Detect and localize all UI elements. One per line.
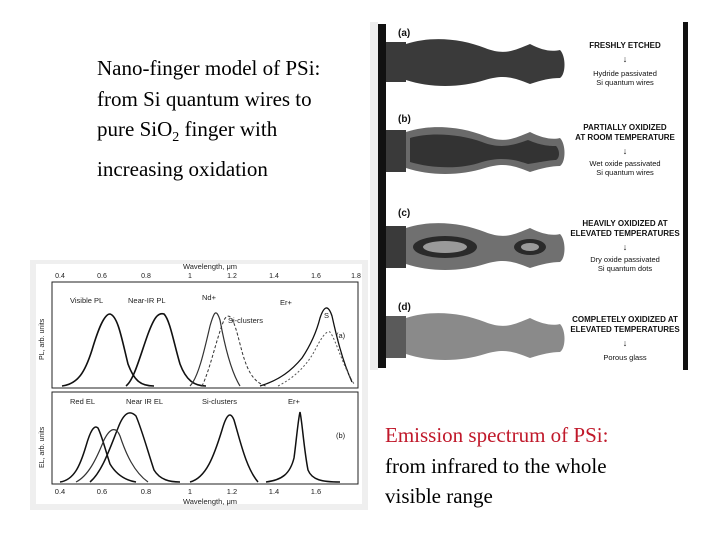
tick-label: 0.8 [141, 273, 151, 280]
tick-label: 0.4 [55, 273, 65, 280]
panel-title: ELEVATED TEMPERATURES [570, 325, 680, 334]
panel-letter: (b) [398, 114, 411, 125]
caption-line: from infrared to the whole [385, 453, 607, 478]
oxidation-caption: Nano-finger model of PSi: from Si quantu… [97, 53, 377, 184]
panel-letter: (c) [398, 208, 410, 219]
axis-title: Wavelength, μm [183, 497, 237, 506]
curve-label: Red EL [70, 397, 95, 406]
curve-label: Er+ [288, 397, 301, 406]
curve-label: Si-clusters [202, 397, 237, 406]
panel-desc: Si quantum wires [596, 78, 654, 87]
panel-tag: (b) [336, 431, 346, 440]
panel-title: ELEVATED TEMPERATURES [570, 229, 680, 238]
caption-line: Nano-finger model of PSi: [97, 56, 321, 80]
arrow-icon: ↓ [623, 146, 628, 156]
curve-label: Si-clusters [228, 316, 263, 325]
emission-spectra-figure: 0.4 0.6 0.8 1 1.2 1.4 1.6 1.8 Wavelength… [30, 260, 368, 510]
nanofinger-figure: (a) FRESHLY ETCHED ↓ Hydride passivated … [370, 22, 688, 370]
panel-tag: (a) [336, 331, 346, 340]
red-el-curve [59, 426, 137, 483]
y-axis-label: EL, arb. units [39, 426, 46, 468]
panel-a: (a) FRESHLY ETCHED ↓ Hydride passivated … [386, 28, 661, 87]
caption-line: visible range [385, 484, 493, 508]
panel-c: (c) HEAVILY OXIDIZED AT ELEVATED TEMPERA… [386, 208, 680, 273]
panel-desc: Hydride passivated [593, 69, 657, 78]
tick-label: 1.2 [227, 487, 237, 496]
tick-label: 0.4 [55, 487, 65, 496]
si-clusters-curve [201, 315, 267, 387]
el-extra-curve [75, 429, 149, 483]
tick-label: 1.6 [311, 487, 321, 496]
caption-line: pure SiO2 finger with [97, 117, 278, 146]
panel-title: COMPLETELY OXIDIZED AT [572, 315, 678, 324]
panel-title: PARTIALLY OXIDIZED [583, 123, 667, 132]
panel-title: AT ROOM TEMPERATURE [575, 133, 675, 142]
panel-letter: (d) [398, 302, 411, 313]
arrow-icon: ↓ [623, 54, 628, 64]
tick-label: 1 [188, 487, 192, 496]
er-curve [259, 307, 353, 387]
caption-line: Emission spectrum of PSi: [385, 423, 609, 447]
panel-title: FRESHLY ETCHED [589, 41, 661, 50]
caption-line: from Si quantum wires to [97, 86, 312, 111]
tick-label: 0.6 [97, 273, 107, 280]
s-curve [277, 331, 355, 387]
panel-title: HEAVILY OXIDIZED AT [582, 219, 667, 228]
tick-label: 1 [188, 273, 192, 280]
near-ir-pl-curve [125, 312, 207, 387]
caption-line: increasing oxidation [97, 156, 268, 181]
emission-caption: Emission spectrum of PSi: from infrared … [385, 420, 705, 512]
panel-desc: Si quantum dots [598, 264, 652, 273]
er-el-curve [265, 411, 341, 483]
tick-label: 1.4 [269, 487, 279, 496]
tick-label: 0.6 [97, 487, 107, 496]
panel-desc: Si quantum wires [596, 168, 654, 177]
tick-label: 1.6 [311, 273, 321, 280]
curve-label: Visible PL [70, 296, 103, 305]
tick-label: 1.4 [269, 273, 279, 280]
tick-label: 1.8 [351, 273, 361, 280]
tick-label: 1.2 [227, 273, 237, 280]
axis-title: Wavelength, μm [183, 262, 237, 271]
curve-label: S [324, 311, 329, 320]
curve-label: Er+ [280, 298, 293, 307]
arrow-icon: ↓ [623, 242, 628, 252]
panel-desc: Porous glass [603, 353, 647, 362]
panel-letter: (a) [398, 28, 410, 39]
panel-b: (b) PARTIALLY OXIDIZED AT ROOM TEMPERATU… [386, 114, 676, 177]
curve-label: Nd+ [202, 293, 217, 302]
y-axis-label: PL, arb. units [39, 318, 46, 360]
curve-label: Near-IR PL [128, 296, 166, 305]
panel-desc: Wet oxide passivated [589, 159, 660, 168]
curve-label: Near IR EL [126, 397, 163, 406]
near-ir-el-curve [89, 412, 181, 483]
tick-label: 0.8 [141, 487, 151, 496]
arrow-icon: ↓ [623, 338, 628, 348]
si-clusters-el-curve [189, 414, 259, 483]
nd-curve [189, 312, 241, 387]
panel-d: (d) COMPLETELY OXIDIZED AT ELEVATED TEMP… [386, 302, 680, 362]
panel-desc: Dry oxide passivated [590, 255, 660, 264]
